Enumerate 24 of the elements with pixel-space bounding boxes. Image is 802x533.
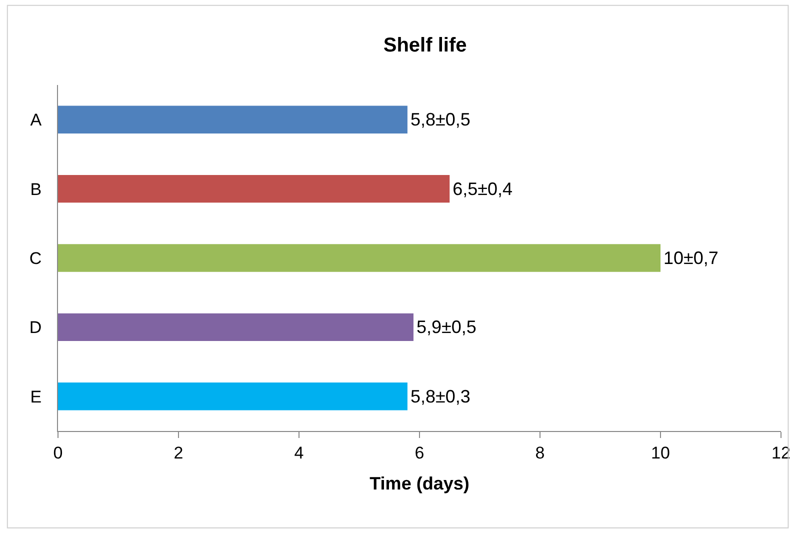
data-label: 5,8±0,5	[410, 110, 470, 130]
data-label: 6,5±0,4	[452, 178, 513, 199]
x-tick-label: 0	[53, 443, 63, 462]
x-tick-label: 2	[174, 443, 184, 462]
bar	[58, 313, 414, 342]
bar	[58, 382, 408, 410]
x-tick-label: 4	[294, 443, 304, 462]
bar	[58, 106, 408, 134]
bar	[58, 244, 660, 272]
x-tick-label: 10	[651, 443, 670, 462]
y-tick-label: C	[29, 248, 42, 268]
y-tick-label: B	[30, 180, 42, 199]
y-tick-label: D	[29, 318, 42, 338]
data-label: 5,8±0,3	[410, 386, 470, 406]
y-tick-label: E	[30, 387, 42, 406]
bar	[58, 174, 450, 203]
y-tick-label: A	[30, 110, 42, 130]
data-label: 10±0,7	[664, 248, 718, 268]
x-tick-label: 12	[772, 443, 790, 462]
data-label: 5,9±0,5	[416, 317, 476, 338]
x-tick-label: 8	[535, 443, 545, 462]
x-tick-label: 6	[414, 443, 424, 462]
chart-title: Shelf life	[383, 34, 467, 56]
x-axis-title: Time (days)	[370, 474, 470, 494]
